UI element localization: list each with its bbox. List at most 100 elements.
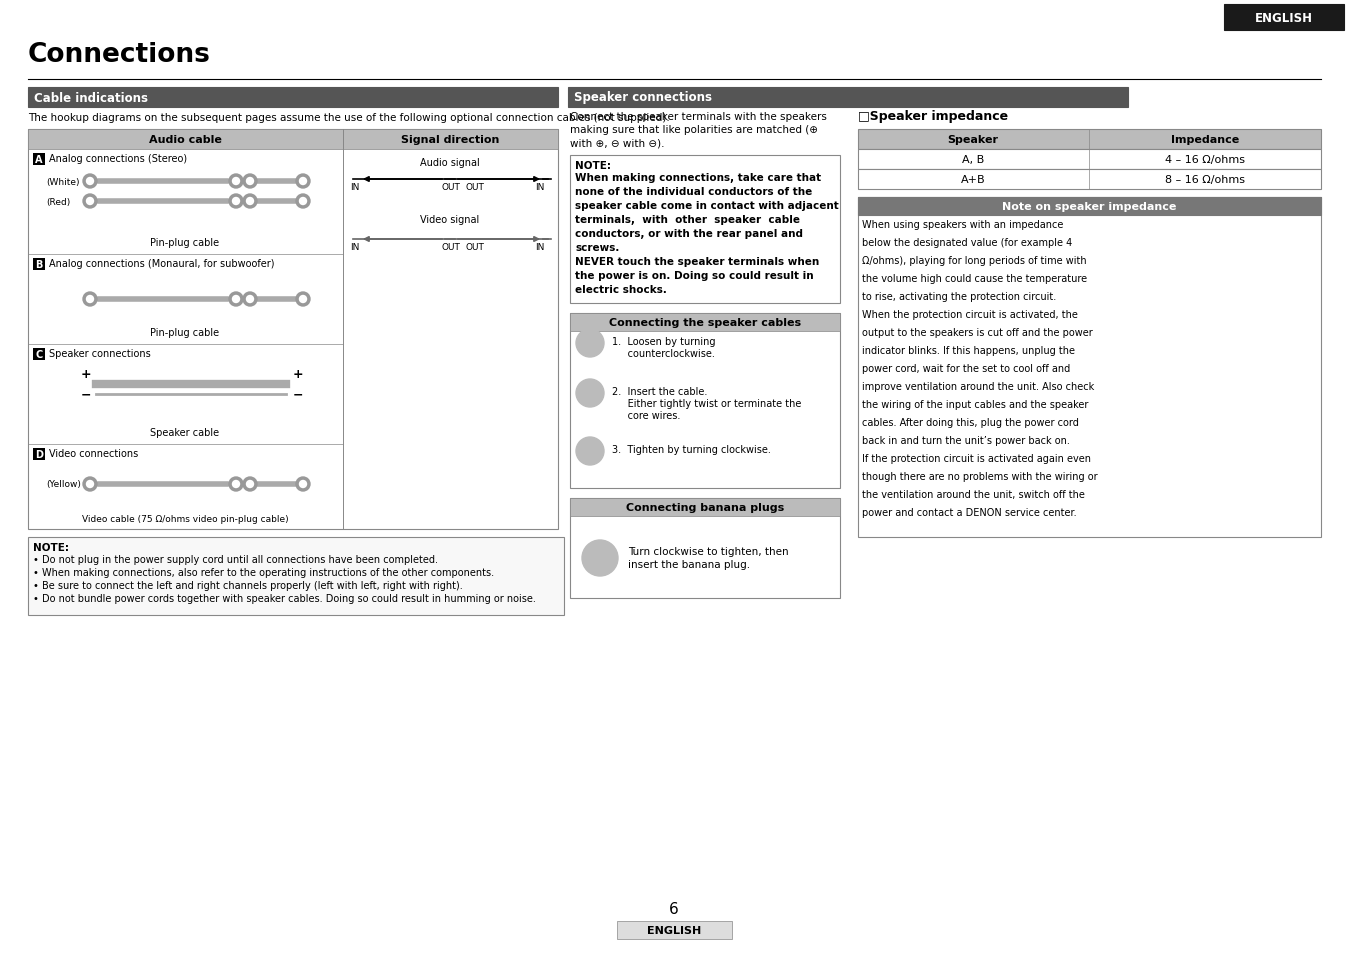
Text: Audio cable: Audio cable: [148, 135, 221, 145]
Text: 1.  Loosen by turning: 1. Loosen by turning: [612, 336, 715, 347]
Bar: [28, 537, 564, 616]
Bar: [28, 130, 558, 530]
Text: A+B: A+B: [960, 174, 985, 185]
Circle shape: [581, 540, 618, 577]
Circle shape: [299, 296, 306, 303]
Bar: [32, 258, 45, 271]
Circle shape: [295, 194, 310, 209]
Text: Analog connections (Monaural, for subwoofer): Analog connections (Monaural, for subwoo…: [49, 258, 274, 269]
Text: IN: IN: [536, 243, 545, 252]
Circle shape: [229, 194, 243, 209]
Circle shape: [243, 293, 258, 307]
Text: 4 – 16 Ω/ohms: 4 – 16 Ω/ohms: [1166, 154, 1245, 165]
Text: Speaker connections: Speaker connections: [49, 349, 151, 358]
Text: (White): (White): [46, 177, 80, 186]
Text: output to the speakers is cut off and the power: output to the speakers is cut off and th…: [862, 328, 1093, 337]
Bar: [858, 198, 1321, 215]
Text: cables. After doing this, plug the power cord: cables. After doing this, plug the power…: [862, 417, 1079, 428]
Text: NEVER touch the speaker terminals when: NEVER touch the speaker terminals when: [575, 256, 819, 267]
Text: • Do not plug in the power supply cord until all connections have been completed: • Do not plug in the power supply cord u…: [32, 555, 438, 564]
Circle shape: [232, 481, 240, 488]
Text: +: +: [293, 368, 304, 381]
Bar: [32, 349, 45, 360]
Circle shape: [86, 178, 93, 185]
Text: OUT: OUT: [442, 243, 461, 252]
Text: Speaker: Speaker: [947, 135, 998, 145]
Text: to rise, activating the protection circuit.: to rise, activating the protection circu…: [862, 292, 1056, 302]
Text: improve ventilation around the unit. Also check: improve ventilation around the unit. Als…: [862, 381, 1094, 392]
Text: ENGLISH: ENGLISH: [1255, 11, 1313, 25]
Text: D: D: [35, 450, 43, 459]
Circle shape: [247, 296, 254, 303]
Text: Video signal: Video signal: [421, 214, 480, 225]
Text: Impedance: Impedance: [1171, 135, 1240, 145]
Text: If the protection circuit is activated again even: If the protection circuit is activated a…: [862, 454, 1091, 463]
Text: insert the banana plug.: insert the banana plug.: [629, 559, 750, 569]
Circle shape: [229, 293, 243, 307]
Text: indicator blinks. If this happens, unplug the: indicator blinks. If this happens, unplu…: [862, 346, 1075, 355]
Text: none of the individual conductors of the: none of the individual conductors of the: [575, 187, 812, 196]
Text: Connecting the speaker cables: Connecting the speaker cables: [608, 317, 801, 328]
Bar: [571, 156, 840, 304]
Text: terminals,  with  other  speaker  cable: terminals, with other speaker cable: [575, 214, 800, 225]
Text: Video connections: Video connections: [49, 449, 138, 458]
Text: Turn clockwise to tighten, then: Turn clockwise to tighten, then: [629, 546, 789, 557]
Circle shape: [86, 481, 93, 488]
Circle shape: [299, 198, 306, 205]
Text: making sure that like polarities are matched (⊕: making sure that like polarities are mat…: [571, 125, 817, 135]
Text: NOTE:: NOTE:: [32, 542, 69, 553]
Circle shape: [243, 194, 258, 209]
Text: Pin-plug cable: Pin-plug cable: [151, 328, 220, 337]
Text: Ω/ohms), playing for long periods of time with: Ω/ohms), playing for long periods of tim…: [862, 255, 1087, 266]
Text: Connect the speaker terminals with the speakers: Connect the speaker terminals with the s…: [571, 112, 827, 122]
Bar: [858, 170, 1321, 190]
Text: Speaker connections: Speaker connections: [575, 91, 712, 105]
Text: Either tightly twist or terminate the: Either tightly twist or terminate the: [612, 398, 801, 409]
Text: −: −: [293, 388, 304, 401]
Text: Note on speaker impedance: Note on speaker impedance: [1002, 202, 1176, 212]
Circle shape: [247, 481, 254, 488]
Text: OUT: OUT: [465, 243, 484, 252]
Text: • Be sure to connect the left and right channels properly (left with left, right: • Be sure to connect the left and right …: [32, 580, 463, 590]
Circle shape: [84, 194, 97, 209]
Text: • When making connections, also refer to the operating instructions of the other: • When making connections, also refer to…: [32, 567, 494, 578]
Circle shape: [299, 178, 306, 185]
Text: A: A: [35, 154, 43, 165]
Text: Audio signal: Audio signal: [420, 158, 480, 168]
Bar: [616, 921, 733, 939]
Text: the wiring of the input cables and the speaker: the wiring of the input cables and the s…: [862, 399, 1089, 410]
Text: electric shocks.: electric shocks.: [575, 285, 666, 294]
Text: NOTE:: NOTE:: [575, 161, 611, 171]
Circle shape: [576, 379, 604, 408]
Text: conductors, or with the rear panel and: conductors, or with the rear panel and: [575, 229, 803, 239]
Bar: [571, 314, 840, 489]
Text: power cord, wait for the set to cool off and: power cord, wait for the set to cool off…: [862, 364, 1070, 374]
Text: +: +: [81, 368, 92, 381]
Text: (Red): (Red): [46, 197, 70, 206]
Text: 3.  Tighten by turning clockwise.: 3. Tighten by turning clockwise.: [612, 444, 770, 455]
Text: Connecting banana plugs: Connecting banana plugs: [626, 502, 784, 513]
Bar: [28, 88, 558, 108]
Bar: [858, 130, 1321, 150]
Text: When the protection circuit is activated, the: When the protection circuit is activated…: [862, 310, 1078, 319]
Text: OUT: OUT: [465, 183, 484, 192]
Text: the volume high could cause the temperature: the volume high could cause the temperat…: [862, 274, 1087, 284]
Text: with ⊕, ⊖ with ⊖).: with ⊕, ⊖ with ⊖).: [571, 138, 665, 148]
Circle shape: [84, 174, 97, 189]
Bar: [343, 130, 558, 150]
Text: C: C: [35, 350, 43, 359]
Text: When making connections, take care that: When making connections, take care that: [575, 172, 822, 183]
Text: the power is on. Doing so could result in: the power is on. Doing so could result i…: [575, 271, 813, 281]
Circle shape: [232, 296, 240, 303]
Text: below the designated value (for example 4: below the designated value (for example …: [862, 237, 1072, 248]
Circle shape: [86, 296, 93, 303]
Text: IN: IN: [536, 183, 545, 192]
Circle shape: [232, 178, 240, 185]
Circle shape: [295, 174, 310, 189]
Text: OUT: OUT: [442, 183, 461, 192]
Circle shape: [232, 198, 240, 205]
Text: □Speaker impedance: □Speaker impedance: [858, 110, 1008, 123]
Circle shape: [576, 437, 604, 465]
Circle shape: [247, 198, 254, 205]
Bar: [858, 150, 1321, 170]
